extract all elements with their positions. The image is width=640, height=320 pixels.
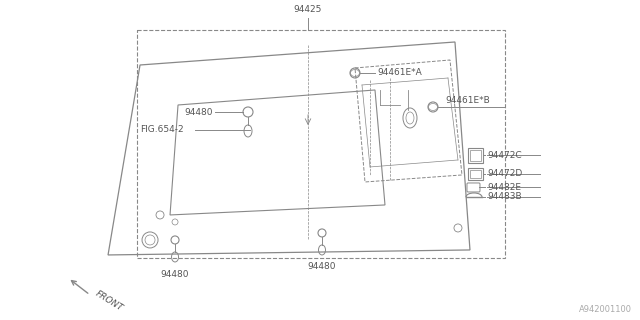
Text: 94461E*A: 94461E*A — [377, 68, 422, 77]
Text: 94472C: 94472C — [487, 151, 522, 160]
Bar — [470, 170, 481, 178]
Text: 94472D: 94472D — [487, 170, 522, 179]
Text: 94480: 94480 — [308, 262, 336, 271]
Text: 94480: 94480 — [184, 108, 213, 117]
Text: FIG.654-2: FIG.654-2 — [140, 125, 184, 134]
Bar — [468, 168, 483, 180]
Text: 94480: 94480 — [161, 270, 189, 279]
Text: A942001100: A942001100 — [579, 305, 632, 314]
Text: 94483B: 94483B — [487, 192, 522, 202]
Bar — [137, 30, 505, 258]
Text: 94461E*B: 94461E*B — [445, 96, 490, 105]
Bar — [470, 150, 481, 161]
Text: 94425: 94425 — [294, 5, 322, 14]
Bar — [468, 148, 483, 163]
Text: 94482E: 94482E — [487, 183, 521, 192]
Text: FRONT: FRONT — [94, 289, 125, 313]
